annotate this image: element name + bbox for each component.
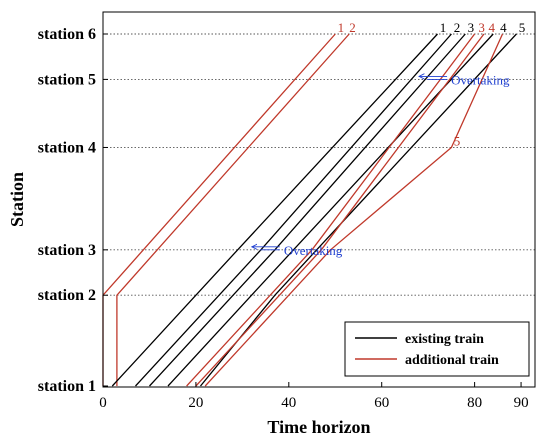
train-id-label-3: 2 bbox=[454, 20, 461, 35]
train-id-label-9: 5 bbox=[454, 133, 461, 148]
additional-train-5-line bbox=[204, 33, 504, 387]
series-layer bbox=[102, 33, 517, 387]
x-tick-label-2: 40 bbox=[281, 395, 296, 411]
legend-box bbox=[344, 321, 530, 377]
legend: existing train additional train bbox=[344, 321, 530, 377]
x-tick-label-1: 20 bbox=[188, 395, 203, 411]
x-tick-layer: 0 20 40 60 80 90 bbox=[99, 382, 529, 411]
train-id-label-8: 5 bbox=[519, 20, 526, 35]
legend-label-existing: existing train bbox=[405, 332, 484, 347]
station-label-3: station 3 bbox=[38, 242, 96, 259]
x-tick-label-5: 90 bbox=[514, 395, 529, 411]
train-id-label-2: 1 bbox=[440, 20, 447, 35]
station-label-4: station 4 bbox=[38, 139, 96, 156]
annotation-layer: Overtaking Overtaking bbox=[252, 72, 510, 258]
train-id-label-6: 4 bbox=[489, 20, 496, 35]
additional-train-3-line bbox=[186, 33, 476, 387]
x-axis-title: Time horizon bbox=[267, 417, 370, 437]
overtaking-annotation-1: Overtaking bbox=[451, 72, 510, 87]
station-label-6: station 6 bbox=[38, 26, 96, 43]
y-tick-layer: station 1 station 2 station 3 station 4 stat… bbox=[38, 26, 108, 395]
train-id-label-5: 3 bbox=[478, 20, 485, 35]
train-id-label-4: 3 bbox=[468, 20, 475, 35]
overtaking-annotation-0: Overtaking bbox=[284, 243, 343, 258]
train-id-label-7: 4 bbox=[500, 20, 507, 35]
station-label-2: station 2 bbox=[38, 287, 96, 304]
existing-train-1-line bbox=[111, 33, 438, 387]
train-id-label-0: 1 bbox=[338, 20, 345, 35]
x-tick-label-4: 80 bbox=[467, 395, 482, 411]
plot-frame bbox=[102, 11, 536, 388]
station-label-1: station 1 bbox=[38, 378, 96, 395]
existing-train-2-line bbox=[135, 33, 452, 387]
y-axis-title: Station bbox=[7, 172, 27, 227]
additional-train-1-line bbox=[102, 33, 336, 386]
legend-label-additional: additional train bbox=[405, 353, 499, 368]
station-label-5: station 5 bbox=[38, 71, 96, 88]
existing-train-3-line bbox=[149, 33, 466, 387]
train-id-label-1: 2 bbox=[349, 20, 356, 35]
additional-train-2-line bbox=[116, 33, 350, 386]
x-tick-label-3: 60 bbox=[374, 395, 389, 411]
x-tick-label-0: 0 bbox=[99, 395, 107, 411]
label-layer: 1 2 1 2 3 3 4 4 55 bbox=[338, 20, 526, 148]
additional-train-4-line bbox=[195, 33, 485, 387]
